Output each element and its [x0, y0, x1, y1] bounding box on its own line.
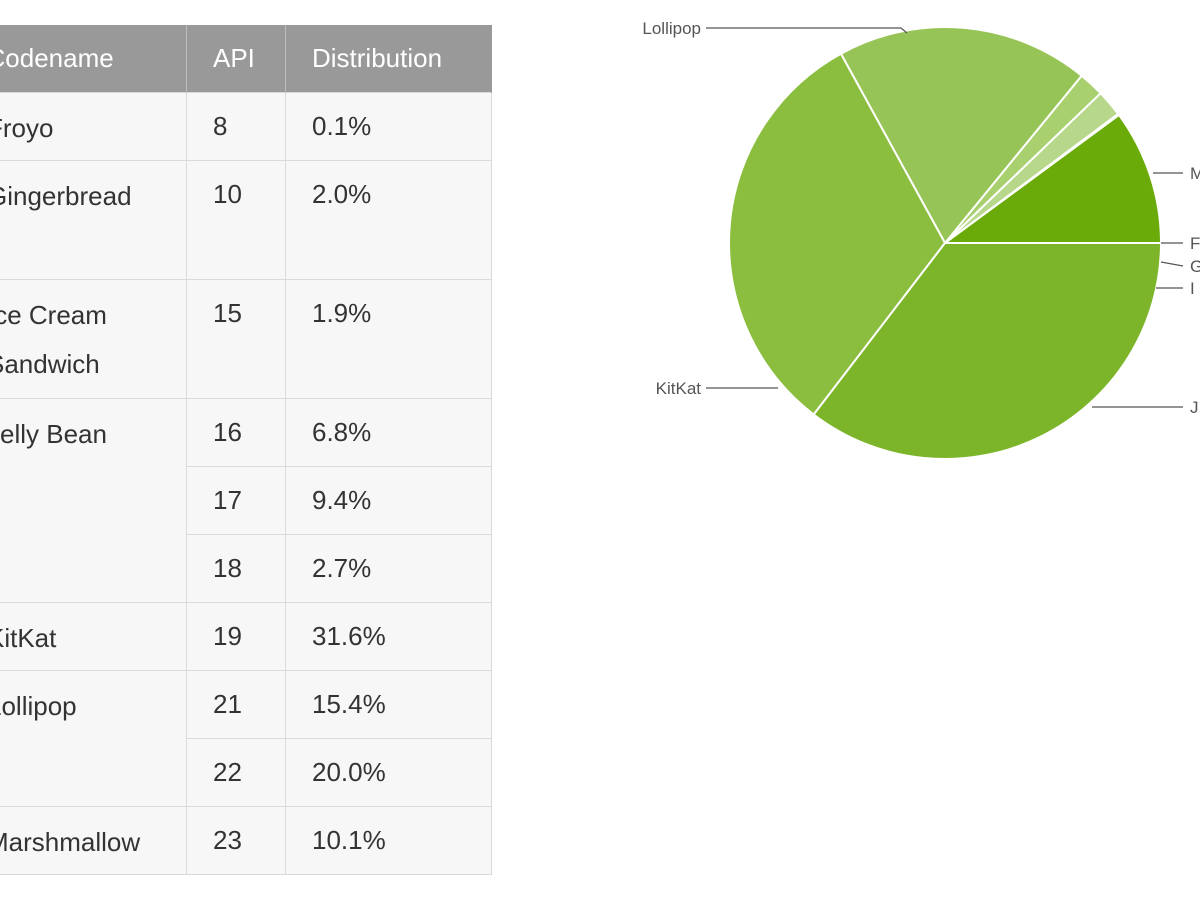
header-codename: Codename	[0, 25, 187, 92]
table-header-row: Codename API Distribution	[0, 25, 492, 92]
leader-line-gingerbread	[1160, 261, 1184, 267]
codename-cell: Jelly Bean	[0, 397, 187, 603]
distribution-cell: 10.1%	[285, 805, 492, 875]
table-row: Lollipop 21 15.4%	[0, 669, 492, 807]
table-row: Marshmallow 23 10.1%	[0, 805, 492, 875]
slice-label-gingerbread: G	[1190, 257, 1200, 276]
pie-slice-jelly-bean	[839, 26, 1083, 244]
distribution-table: Codename API Distribution Froyo 8 0.1% G…	[0, 25, 492, 875]
distribution-cell: 6.8%	[285, 397, 492, 467]
codename-cell: Froyo	[0, 91, 187, 161]
table-row: Ice Cream Sandwich 15 1.9%	[0, 278, 492, 399]
distribution-cell: 2.0%	[285, 159, 492, 280]
pie-slice-lollipop	[812, 242, 1162, 460]
api-cell: 21	[186, 669, 286, 739]
api-cell: 22	[186, 737, 286, 807]
api-cell: 8	[186, 91, 286, 161]
table-row: 18 2.7%	[0, 533, 492, 603]
slice-label-kitkat: KitKat	[656, 379, 702, 398]
table-row: 22 20.0%	[0, 737, 492, 807]
api-cell: 17	[186, 465, 286, 535]
slice-label-ice-cream-sandwich: I	[1190, 279, 1195, 298]
distribution-cell: 9.4%	[285, 465, 492, 535]
distribution-cell: 31.6%	[285, 601, 492, 671]
api-cell: 18	[186, 533, 286, 603]
slice-label-jelly-bean: J	[1190, 398, 1199, 417]
distribution-cell: 20.0%	[285, 737, 492, 807]
table-row: 17 9.4%	[0, 465, 492, 535]
codename-cell: Gingerbread	[0, 159, 187, 280]
distribution-cell: 15.4%	[285, 669, 492, 739]
header-distribution: Distribution	[285, 25, 492, 92]
slice-label-marshmallow: M	[1190, 164, 1200, 183]
pie-slice-kitkat	[728, 52, 946, 416]
api-cell: 10	[186, 159, 286, 280]
codename-cell: Marshmallow	[0, 805, 187, 875]
api-cell: 23	[186, 805, 286, 875]
pie-slice-marshmallow	[944, 113, 1162, 244]
api-cell: 19	[186, 601, 286, 671]
slice-label-lollipop: Lollipop	[642, 19, 701, 38]
codename-cell: Lollipop	[0, 669, 187, 807]
distribution-cell: 2.7%	[285, 533, 492, 603]
table-row: Froyo 8 0.1%	[0, 91, 492, 161]
table-row: Gingerbread 10 2.0%	[0, 159, 492, 280]
table-row: Jelly Bean 16 6.8%	[0, 397, 492, 603]
codename-cell: Ice Cream Sandwich	[0, 278, 187, 399]
leader-line-lollipop	[706, 27, 908, 34]
distribution-cell: 0.1%	[285, 91, 492, 161]
header-api: API	[186, 25, 286, 92]
slice-label-froyo: F	[1190, 234, 1200, 253]
distribution-cell: 1.9%	[285, 278, 492, 399]
api-cell: 16	[186, 397, 286, 467]
api-cell: 15	[186, 278, 286, 399]
